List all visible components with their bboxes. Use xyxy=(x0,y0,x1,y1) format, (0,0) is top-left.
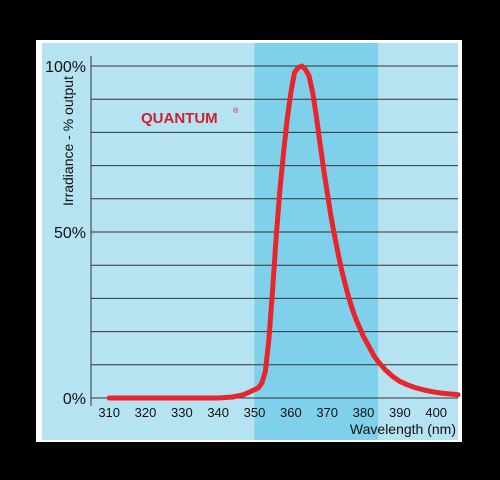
y-axis-label: Irradiance - % output xyxy=(60,76,76,206)
x-tick-label: 310 xyxy=(98,405,120,420)
x-tick-label: 390 xyxy=(389,405,411,420)
y-tick-label: 50% xyxy=(54,225,86,242)
series-line xyxy=(106,63,461,401)
y-tick-label: 100% xyxy=(45,59,86,76)
y-tick-label: 0% xyxy=(63,391,86,408)
x-axis-label: Wavelength (nm) xyxy=(350,421,456,437)
x-axis-ticks: 310 320 330 340 350 360 370 380 390 400 xyxy=(98,405,447,420)
x-tick-label: 330 xyxy=(171,405,193,420)
brand-logo: QUANTUM ® xyxy=(141,107,239,127)
brand-registered-mark: ® xyxy=(233,107,239,115)
x-tick-label: 360 xyxy=(280,405,302,420)
x-tick-label: 340 xyxy=(207,405,229,420)
brand-label: QUANTUM xyxy=(141,110,218,127)
x-tick-label: 400 xyxy=(425,405,447,420)
x-tick-label: 370 xyxy=(316,405,338,420)
x-tick-label: 380 xyxy=(353,405,375,420)
x-tick-label: 320 xyxy=(135,405,157,420)
y-axis-ticks: 0% 50% 100% xyxy=(45,59,86,408)
x-tick-label: 350 xyxy=(244,405,266,420)
